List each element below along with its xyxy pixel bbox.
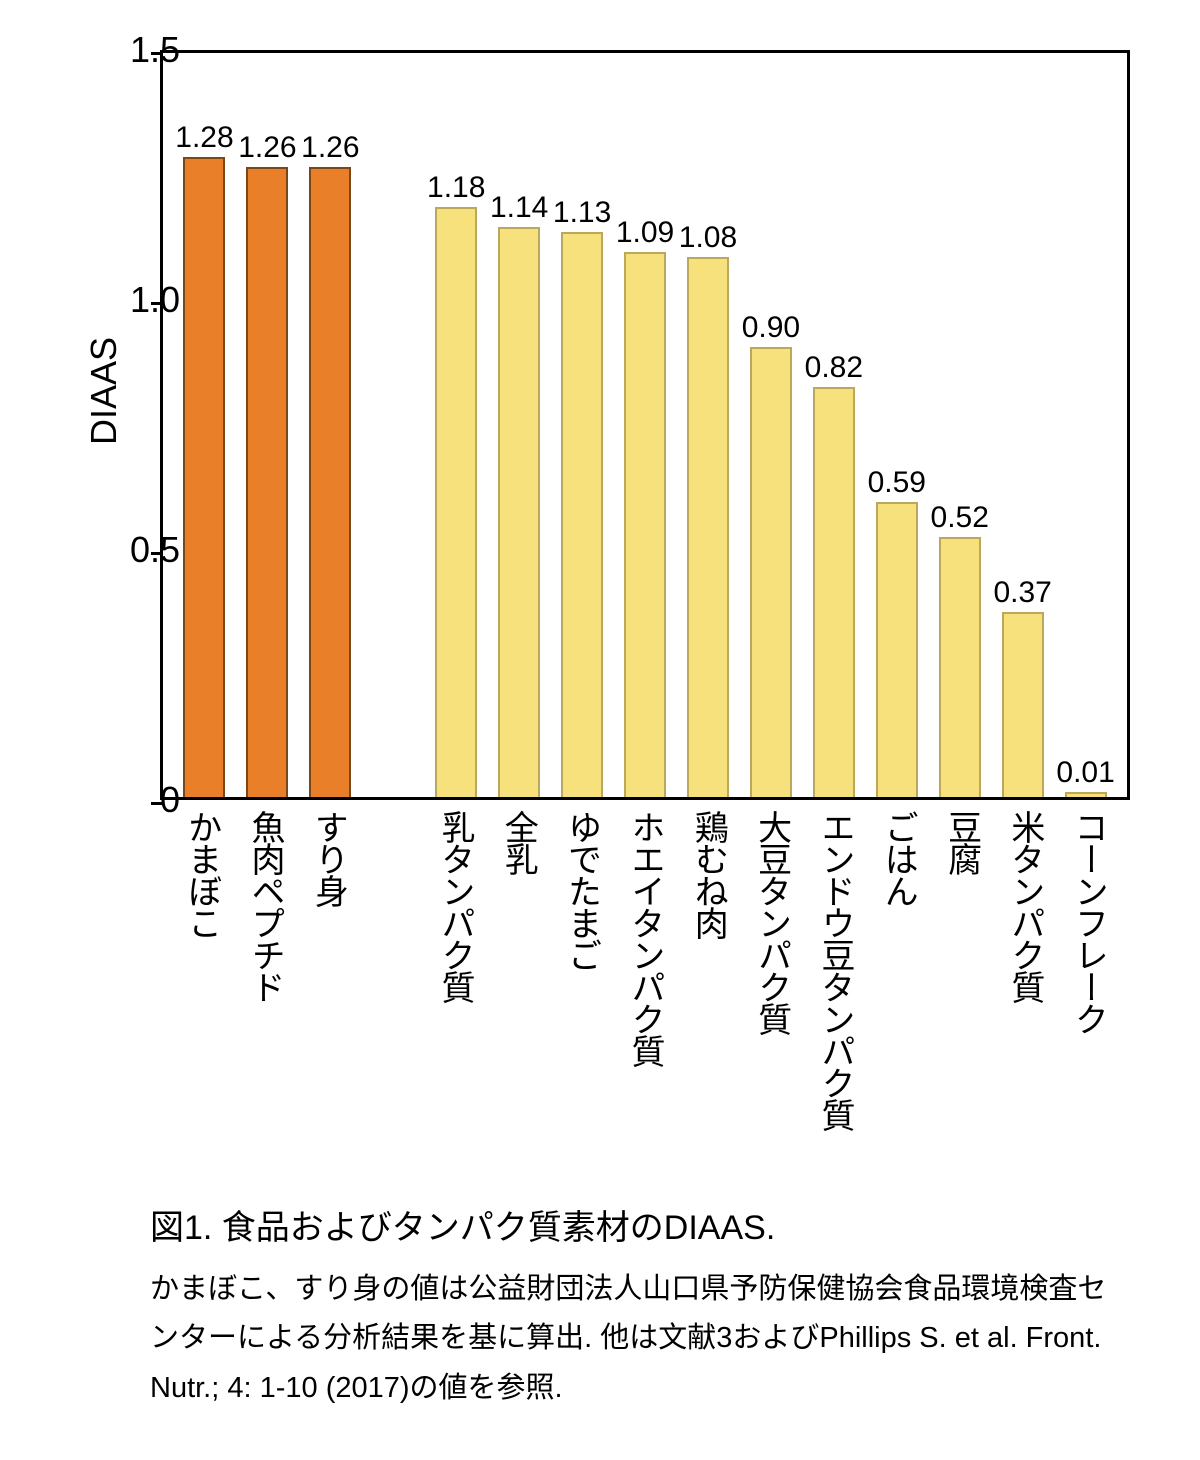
bar-slot: 1.26 bbox=[236, 53, 299, 797]
bar: 1.09 bbox=[624, 252, 666, 797]
bar-slot: 1.08 bbox=[677, 53, 740, 797]
bar-value: 1.08 bbox=[679, 221, 737, 255]
bar-value: 0.82 bbox=[805, 351, 863, 385]
y-tick-label: 1.0 bbox=[100, 279, 180, 321]
plot-area: 1.281.261.261.181.141.131.091.080.900.82… bbox=[160, 50, 1130, 800]
x-label-slot: 豆腐 bbox=[930, 810, 993, 1130]
x-label: 鶏むね肉 bbox=[691, 810, 725, 1130]
bar: 1.18 bbox=[435, 207, 477, 797]
x-label: ゆでたまご bbox=[565, 810, 599, 1130]
bar-value: 0.59 bbox=[868, 466, 926, 500]
bar-value: 1.14 bbox=[490, 191, 548, 225]
bar-slot: 1.09 bbox=[614, 53, 677, 797]
bars-container: 1.281.261.261.181.141.131.091.080.900.82… bbox=[163, 53, 1127, 797]
y-tick-label: 1.5 bbox=[100, 29, 180, 71]
caption-body: かまぼこ、すり身の値は公益財団法人山口県予防保健協会食品環境検査センターによる分… bbox=[150, 1265, 1110, 1413]
bar: 0.52 bbox=[939, 537, 981, 797]
x-label-slot: ゆでたまご bbox=[550, 810, 613, 1130]
x-label: ごはん bbox=[881, 810, 915, 1130]
x-label: 乳タンパク質 bbox=[438, 810, 472, 1130]
bar-value: 1.13 bbox=[553, 196, 611, 230]
x-label: すり身 bbox=[311, 810, 345, 1130]
bar: 0.82 bbox=[813, 387, 855, 797]
bar-slot: 0.37 bbox=[991, 53, 1054, 797]
bar-value: 0.90 bbox=[742, 311, 800, 345]
bar-value: 0.52 bbox=[931, 501, 989, 535]
x-label-slot: コーンフレーク bbox=[1057, 810, 1120, 1130]
x-label: 豆腐 bbox=[945, 810, 979, 1130]
caption-title: 図1. 食品およびタンパク質素材のDIAAS. bbox=[150, 1200, 1110, 1249]
x-label-slot: 米タンパク質 bbox=[993, 810, 1056, 1130]
x-label: 米タンパク質 bbox=[1008, 810, 1042, 1130]
bar: 1.13 bbox=[561, 232, 603, 797]
x-label-slot: 全乳 bbox=[487, 810, 550, 1130]
bar-slot: 0.82 bbox=[802, 53, 865, 797]
x-label-slot bbox=[360, 810, 423, 1130]
bar: 0.90 bbox=[750, 347, 792, 797]
bar: 1.14 bbox=[498, 227, 540, 797]
x-label-slot: すり身 bbox=[297, 810, 360, 1130]
x-label-slot: エンドウ豆タンパク質 bbox=[803, 810, 866, 1130]
bar-value: 0.01 bbox=[1056, 756, 1114, 790]
x-label-slot: ごはん bbox=[867, 810, 930, 1130]
chart-container: DIAAS 1.281.261.261.181.141.131.091.080.… bbox=[60, 20, 1160, 1070]
y-axis-label: DIAAS bbox=[83, 337, 125, 445]
bar-value: 0.37 bbox=[993, 576, 1051, 610]
x-label: 魚肉ペプチド bbox=[248, 810, 282, 1130]
x-label: コーンフレーク bbox=[1071, 810, 1105, 1130]
bar-value: 1.26 bbox=[301, 131, 359, 165]
bar-slot: 1.26 bbox=[299, 53, 362, 797]
bar: 0.37 bbox=[1002, 612, 1044, 797]
bar-slot: 1.14 bbox=[488, 53, 551, 797]
x-label: エンドウ豆タンパク質 bbox=[818, 810, 852, 1130]
x-label: ホエイタンパク質 bbox=[628, 810, 662, 1130]
bar-slot: 0.01 bbox=[1054, 53, 1117, 797]
x-label-slot: かまぼこ bbox=[170, 810, 233, 1130]
bar: 1.08 bbox=[687, 257, 729, 797]
bar-value: 1.28 bbox=[175, 121, 233, 155]
x-label-slot: 鶏むね肉 bbox=[677, 810, 740, 1130]
bar-value: 1.18 bbox=[427, 171, 485, 205]
y-tick-label: 0.5 bbox=[100, 529, 180, 571]
bar-slot: 1.13 bbox=[551, 53, 614, 797]
bar: 0.59 bbox=[876, 502, 918, 797]
caption: 図1. 食品およびタンパク質素材のDIAAS. かまぼこ、すり身の値は公益財団法… bbox=[150, 1200, 1110, 1413]
x-label-slot: ホエイタンパク質 bbox=[613, 810, 676, 1130]
x-label: 全乳 bbox=[501, 810, 535, 1130]
bar: 0.01 bbox=[1065, 792, 1107, 797]
bar-slot: 0.59 bbox=[865, 53, 928, 797]
bar: 1.28 bbox=[183, 157, 225, 797]
bar-slot: 0.90 bbox=[739, 53, 802, 797]
x-label-slot: 魚肉ペプチド bbox=[233, 810, 296, 1130]
x-label: 大豆タンパク質 bbox=[755, 810, 789, 1130]
bar: 1.26 bbox=[246, 167, 288, 797]
x-label: かまぼこ bbox=[185, 810, 219, 1130]
x-labels: かまぼこ魚肉ペプチドすり身 乳タンパク質全乳ゆでたまごホエイタンパク質鶏むね肉大豆… bbox=[160, 810, 1130, 1130]
bar-slot: 0.52 bbox=[928, 53, 991, 797]
bar-value: 1.26 bbox=[238, 131, 296, 165]
x-label-slot: 乳タンパク質 bbox=[423, 810, 486, 1130]
bar: 1.26 bbox=[309, 167, 351, 797]
bar-slot bbox=[362, 53, 425, 797]
bar-value: 1.09 bbox=[616, 216, 674, 250]
x-label-slot: 大豆タンパク質 bbox=[740, 810, 803, 1130]
bar-slot: 1.28 bbox=[173, 53, 236, 797]
bar-slot: 1.18 bbox=[425, 53, 488, 797]
